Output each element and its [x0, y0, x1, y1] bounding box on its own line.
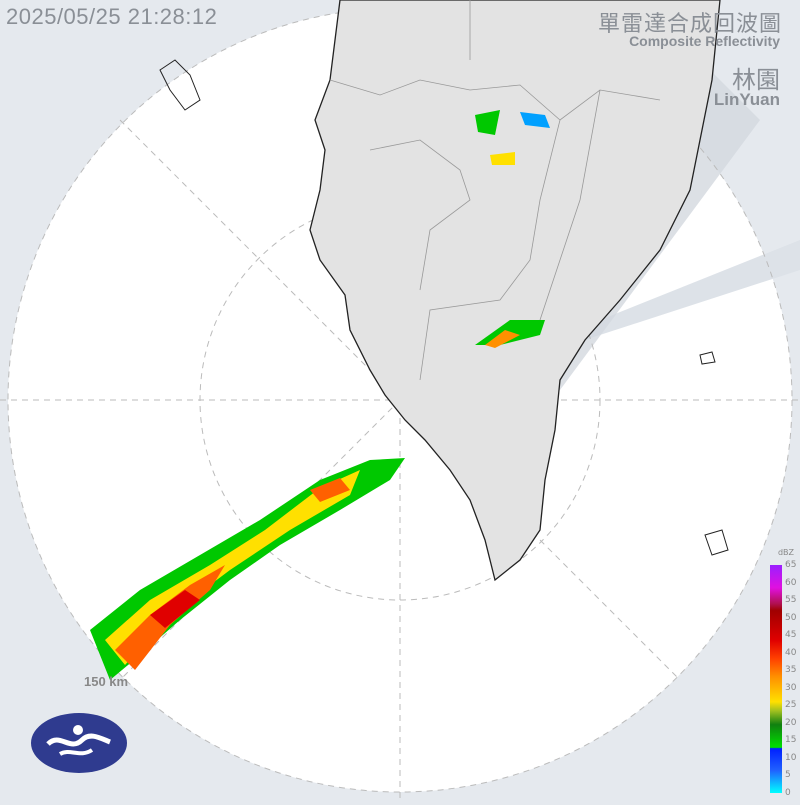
legend-tick: 40: [785, 648, 796, 666]
cwa-logo: [30, 712, 128, 774]
legend-tick: 15: [785, 735, 796, 753]
legend-tick: 10: [785, 753, 796, 771]
legend-tick: 65: [785, 560, 796, 578]
timestamp: 2025/05/25 21:28:12: [6, 4, 217, 30]
legend-tick: 0: [785, 788, 796, 805]
legend-tick: 55: [785, 595, 796, 613]
legend-tick: 45: [785, 630, 796, 648]
legend-tick: 60: [785, 578, 796, 596]
legend-tick: 35: [785, 665, 796, 683]
station-name-en: LinYuan: [714, 90, 780, 110]
legend-tick: 20: [785, 718, 796, 736]
legend-colorbar: [770, 565, 782, 793]
legend-unit: dBZ: [772, 548, 800, 557]
legend-tick: 5: [785, 770, 796, 788]
legend-tick: 30: [785, 683, 796, 701]
range-label: 150 km: [84, 674, 128, 689]
legend-tick: 50: [785, 613, 796, 631]
legend-tick: 25: [785, 700, 796, 718]
product-title-en: Composite Reflectivity: [629, 33, 780, 49]
